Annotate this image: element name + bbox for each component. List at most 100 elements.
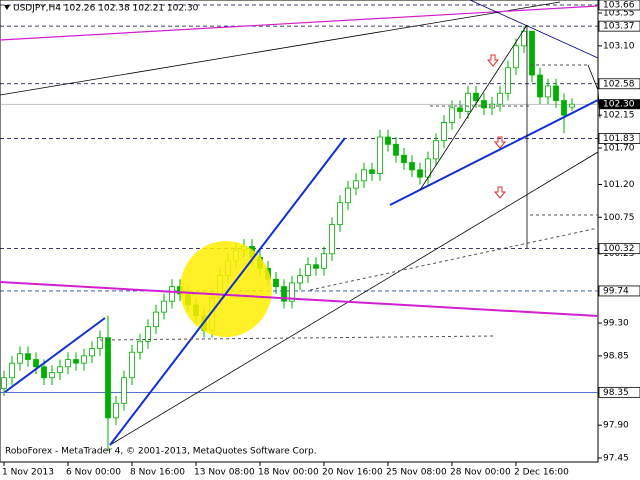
candle-body bbox=[433, 140, 439, 160]
candle-body bbox=[401, 154, 407, 163]
x-tick-label: 13 Nov 08:00 bbox=[194, 468, 255, 478]
candle-body bbox=[273, 278, 279, 287]
guide-line bbox=[309, 227, 599, 291]
candle-body bbox=[89, 348, 95, 357]
x-tick-label: 1 Nov 2013 bbox=[2, 468, 54, 478]
y-tick-label: 101.70 bbox=[603, 143, 635, 153]
bid-label-box bbox=[599, 99, 640, 110]
y-tick-label: 97.45 bbox=[603, 454, 629, 464]
candle-body bbox=[513, 45, 519, 69]
candle-body bbox=[497, 92, 503, 105]
level-label: 99.74 bbox=[603, 286, 629, 296]
x-tick-label: 6 Nov 00:00 bbox=[66, 468, 121, 478]
candle-body bbox=[65, 359, 71, 368]
candle-body bbox=[41, 366, 47, 379]
candle-body bbox=[521, 30, 527, 47]
x-tick-label: 28 Nov 00:00 bbox=[450, 468, 511, 478]
candle-body bbox=[337, 202, 343, 225]
candle-body bbox=[305, 264, 311, 277]
chart-title: USDJPY,H4 102.26 102.38 102.21 102.30 bbox=[13, 4, 199, 14]
candle-body bbox=[457, 107, 463, 112]
menu-icon[interactable] bbox=[4, 5, 10, 10]
candle-body bbox=[49, 372, 55, 379]
candle-body bbox=[113, 402, 119, 419]
level-label-box bbox=[598, 133, 640, 144]
candle-body bbox=[9, 362, 15, 379]
candle-body bbox=[1, 377, 7, 390]
candle-body bbox=[417, 169, 423, 178]
bid-label: 102.30 bbox=[603, 100, 635, 110]
level-label-box bbox=[598, 386, 640, 398]
candle-body bbox=[353, 180, 359, 189]
candle-body bbox=[465, 92, 471, 112]
x-tick-label: 25 Nov 08:00 bbox=[386, 468, 447, 478]
x-tick-label: 20 Nov 16:00 bbox=[322, 468, 383, 478]
candle-body bbox=[449, 107, 455, 123]
candle-body bbox=[409, 162, 415, 171]
candle-body bbox=[529, 30, 535, 76]
candle-body bbox=[81, 355, 87, 364]
candle-body bbox=[97, 337, 103, 349]
y-tick-label: 98.85 bbox=[603, 351, 629, 361]
candle-body bbox=[25, 353, 31, 360]
trend-line bbox=[0, 281, 599, 317]
candle-body bbox=[137, 340, 143, 353]
plot-frame bbox=[0, 0, 599, 463]
level-label-box bbox=[598, 78, 640, 90]
x-tick-label: 8 Nov 16:00 bbox=[130, 468, 185, 478]
x-tick-label: 2 Dec 16:00 bbox=[514, 468, 569, 478]
arrow-icons bbox=[486, 54, 507, 199]
level-label: 100.32 bbox=[603, 244, 635, 254]
down-arrow bbox=[493, 186, 507, 199]
candle-body bbox=[129, 351, 135, 379]
y-tick-label: 97.90 bbox=[603, 421, 629, 431]
candle-body bbox=[169, 286, 175, 302]
candle-body bbox=[537, 74, 543, 98]
candle-body bbox=[33, 359, 39, 368]
candle-body bbox=[553, 85, 559, 101]
candle-body bbox=[73, 359, 79, 364]
y-tick-label: 99.30 bbox=[603, 319, 629, 329]
level-label-box bbox=[598, 0, 640, 11]
candle-body bbox=[361, 169, 367, 182]
candle-body bbox=[321, 253, 327, 269]
y-tick-label: 100.75 bbox=[603, 213, 635, 223]
down-arrow bbox=[493, 136, 507, 149]
level-label: 102.58 bbox=[603, 79, 635, 89]
candle-body bbox=[393, 143, 399, 156]
y-tick-label: 103.55 bbox=[603, 9, 635, 19]
drawings bbox=[0, 0, 601, 446]
candle-body bbox=[153, 311, 159, 328]
candle-body bbox=[369, 169, 375, 174]
candle-body bbox=[289, 282, 295, 302]
level-label-box bbox=[598, 285, 640, 297]
candle-body bbox=[377, 136, 383, 174]
candle-body bbox=[297, 275, 303, 284]
candle-body bbox=[505, 67, 511, 94]
candle-body bbox=[441, 122, 447, 142]
candle-body bbox=[473, 92, 479, 101]
y-tick-label: 100.25 bbox=[603, 249, 635, 259]
projection-line bbox=[419, 24, 528, 191]
candle-body bbox=[385, 136, 391, 145]
y-tick-label: 101.20 bbox=[603, 180, 635, 190]
level-label: 98.35 bbox=[603, 388, 629, 398]
level-label-box bbox=[598, 20, 640, 32]
down-arrow bbox=[486, 54, 500, 67]
footer: RoboForex - MetaTrader 4, © 2001-2013, M… bbox=[5, 447, 317, 457]
candle-body bbox=[17, 353, 23, 364]
candle-body bbox=[481, 100, 487, 109]
level-label: 103.37 bbox=[603, 22, 635, 32]
candle-body bbox=[121, 377, 127, 404]
level-label: 103.66 bbox=[603, 1, 635, 11]
candle-body bbox=[569, 103, 575, 108]
candle-body bbox=[105, 337, 111, 419]
channel-line bbox=[109, 151, 599, 446]
trend-line bbox=[0, 5, 599, 41]
candle-body bbox=[281, 286, 287, 302]
level-label: 101.83 bbox=[603, 134, 635, 144]
trend-line bbox=[4, 317, 106, 393]
y-tick-label: 102.15 bbox=[603, 111, 635, 121]
highlight-circle bbox=[180, 241, 272, 337]
